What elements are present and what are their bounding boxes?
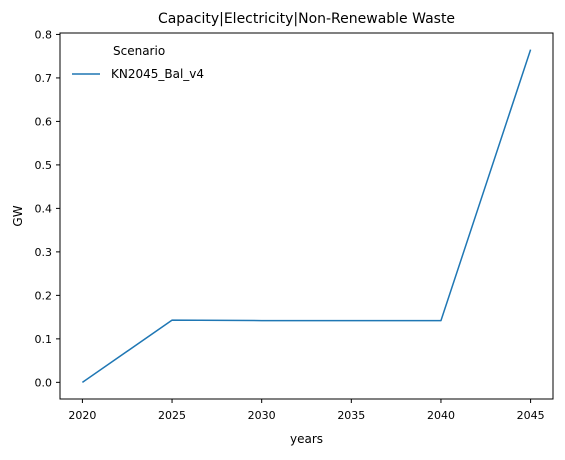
plot-area xyxy=(60,33,553,399)
legend-title: Scenario xyxy=(113,44,165,58)
y-tick-label: 0.1 xyxy=(35,333,53,346)
x-tick-label: 2035 xyxy=(337,409,365,422)
y-tick-label: 0.2 xyxy=(35,289,53,302)
axes-frame xyxy=(60,33,553,399)
x-tick-label: 2025 xyxy=(158,409,186,422)
x-tick-label: 2020 xyxy=(68,409,96,422)
x-tick-label: 2040 xyxy=(427,409,455,422)
y-tick-label: 0.3 xyxy=(35,246,53,259)
chart-title: Capacity|Electricity|Non-Renewable Waste xyxy=(158,11,455,27)
y-tick-label: 0.0 xyxy=(35,376,53,389)
x-tick-label: 2045 xyxy=(517,409,545,422)
x-axis-label: years xyxy=(290,432,323,446)
y-tick-label: 0.8 xyxy=(35,28,53,41)
x-axis: 2020 2025 2030 2035 2040 2045 xyxy=(68,399,544,422)
y-tick-label: 0.6 xyxy=(35,115,53,128)
series-lines xyxy=(82,50,530,383)
legend-entry-label: KN2045_Bal_v4 xyxy=(111,67,204,81)
y-tick-label: 0.7 xyxy=(35,72,53,85)
series-line xyxy=(82,50,530,383)
y-tick-label: 0.5 xyxy=(35,159,53,172)
x-tick-label: 2030 xyxy=(248,409,276,422)
y-axis-label: GW xyxy=(11,205,25,226)
y-tick-label: 0.4 xyxy=(35,202,53,215)
y-axis: 0.0 0.1 0.2 0.3 0.4 0.5 0.6 0.7 0.8 xyxy=(35,28,61,389)
legend: Scenario KN2045_Bal_v4 xyxy=(72,44,204,81)
